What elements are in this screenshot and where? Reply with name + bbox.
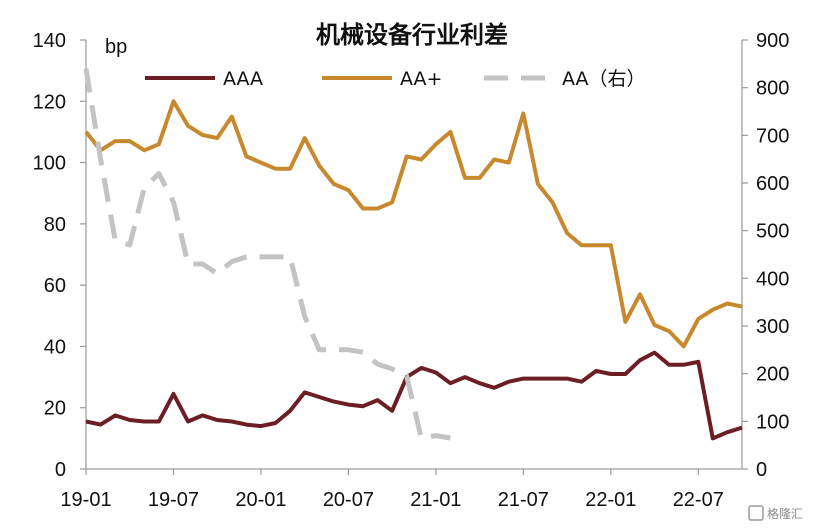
x-tick-label: 22-07 <box>673 489 724 511</box>
x-tick-label: 19-07 <box>148 489 199 511</box>
y-right-tick-label: 900 <box>756 30 789 52</box>
axes: 0 20 40 60 80 100 120 140 0 100 200 300 400 500 600 700… <box>33 30 790 511</box>
series-line-aaa <box>85 350 743 441</box>
y-right-tick-label: 500 <box>756 221 789 243</box>
y-left-tick-label: 0 <box>55 459 66 481</box>
x-tick-label: 22-01 <box>585 489 636 511</box>
legend-label: AAA <box>223 68 263 90</box>
watermark: 格隆汇 <box>748 505 803 521</box>
y-left-tick-label: 100 <box>33 153 66 175</box>
y-right-tick-label: 200 <box>756 364 789 386</box>
y-right-tick-label: 400 <box>756 268 789 290</box>
legend-label: AA（右） <box>562 68 646 90</box>
series-lines <box>83 68 743 441</box>
legend-label: AA+ <box>400 68 442 90</box>
y-right-tick-label: 600 <box>756 173 789 195</box>
y-left-tick-label: 80 <box>44 214 66 236</box>
y-right-tick-label: 700 <box>756 125 789 147</box>
y-right-tick-label: 100 <box>756 411 789 433</box>
x-tick-label: 20-07 <box>323 489 374 511</box>
watermark-logo-icon <box>748 505 764 521</box>
y-right-tick-label: 300 <box>756 316 789 338</box>
y-right-tick-label: 800 <box>756 78 789 100</box>
y-left-tick-label: 40 <box>44 336 66 358</box>
y-left-unit-label: bp <box>105 36 127 58</box>
chart-title: 机械设备行业利差 <box>316 21 508 49</box>
y-left-tick-label: 60 <box>44 275 66 297</box>
legend: AAA AA+ AA（右） <box>145 68 646 90</box>
series-line-aa <box>83 68 451 441</box>
watermark-text: 格隆汇 <box>767 506 803 521</box>
x-tick-label: 21-01 <box>410 489 461 511</box>
y-left-tick-label: 140 <box>33 30 66 52</box>
x-tick-label: 20-01 <box>235 489 286 511</box>
x-tick-label: 19-01 <box>60 489 111 511</box>
y-right-tick-label: 0 <box>756 459 767 481</box>
x-tick-label: 21-07 <box>498 489 549 511</box>
series-line-aa-plus <box>84 99 743 349</box>
y-left-tick-label: 20 <box>44 398 66 420</box>
y-left-tick-label: 120 <box>33 91 66 113</box>
